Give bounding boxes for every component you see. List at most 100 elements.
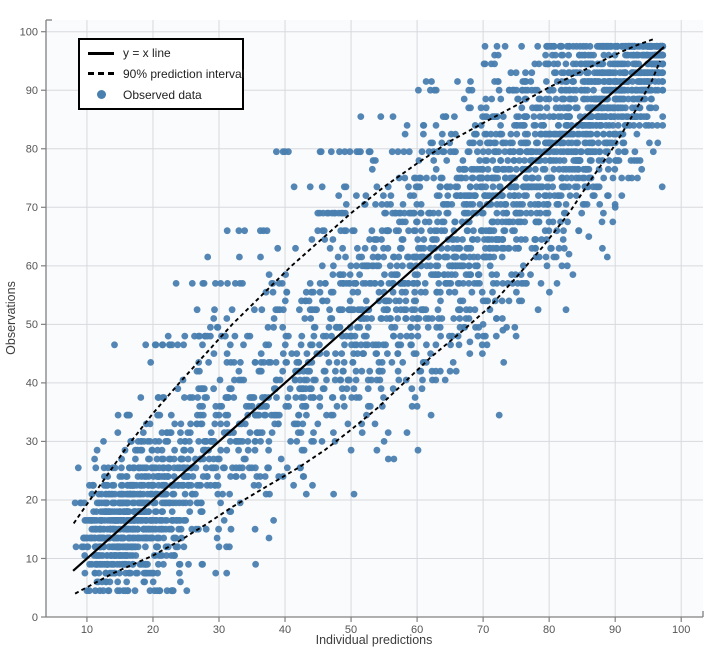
data-point [470,165,478,173]
data-point [357,148,364,156]
data-point [600,42,607,50]
data-point [265,438,273,445]
data-point [394,315,402,322]
data-point [568,174,575,182]
data-point [528,174,536,182]
data-point [408,402,416,410]
data-point [523,148,531,156]
data-point [162,525,170,533]
data-point [118,464,125,472]
data-point [433,323,441,331]
data-point [303,411,310,419]
data-point [474,262,481,270]
data-point [497,95,505,103]
data-point [488,271,496,278]
data-point [481,236,488,243]
data-point [314,209,322,217]
data-point [522,69,529,77]
data-point [614,104,621,112]
data-point [479,209,487,217]
data-point [257,438,264,445]
data-point [500,359,508,366]
data-point [80,534,87,542]
data-point [244,332,251,340]
data-point [466,338,474,346]
data-point [582,130,590,138]
data-point [205,359,213,366]
data-point [239,464,246,472]
data-point [159,481,167,489]
data-point [297,429,305,436]
data-point [134,473,142,480]
data-point [226,543,233,551]
identity-line [72,46,665,572]
data-point [337,227,345,235]
data-point [646,42,653,50]
data-point [523,113,530,120]
data-point [346,271,354,278]
data-point [533,209,541,217]
data-point [307,341,314,349]
data-point [373,376,381,384]
data-point [163,429,171,436]
data-point [341,341,348,349]
data-point [590,51,597,59]
data-point [180,543,188,551]
data-point [180,446,188,454]
data-point [428,367,436,375]
data-point [235,446,243,454]
data-point [403,332,411,340]
data-point [573,104,581,112]
data-point [602,148,610,156]
data-point [249,394,256,401]
legend-label: 90% prediction interval [123,66,245,81]
data-point [214,473,221,480]
data-point [447,280,455,287]
data-point [468,139,476,147]
data-point [183,587,191,595]
data-point [332,367,339,375]
data-point [285,402,292,410]
data-point [523,174,530,182]
data-point [413,218,420,226]
y-tick-label: 70 [26,202,38,214]
data-point [100,438,107,445]
data-point [227,385,235,393]
data-point [635,78,643,85]
data-point [227,359,235,366]
data-point [467,244,475,252]
data-point [295,411,303,419]
data-point [441,227,449,235]
data-point [517,139,525,147]
y-tick-label: 80 [26,144,38,156]
data-point [451,113,458,120]
data-point [559,236,567,243]
data-point [509,139,516,147]
data-point [162,543,170,551]
data-point [168,525,175,533]
data-point [507,130,515,138]
data-point [142,543,149,551]
data-point [340,402,348,410]
data-point [350,490,358,498]
data-point [152,525,160,533]
data-point [320,227,328,235]
data-point [356,323,364,331]
data-point [527,271,534,278]
data-point [153,455,161,463]
data-point [484,139,492,147]
data-point [413,253,421,261]
data-point [234,438,241,445]
data-point [584,86,591,94]
data-point [570,130,577,138]
data-point [312,376,319,384]
data-point [522,139,530,147]
data-point [534,42,542,50]
data-point [542,51,549,59]
data-point [362,192,370,200]
data-point [103,552,111,559]
data-point [652,104,660,112]
data-point [426,244,434,252]
data-point [104,473,112,480]
data-point [224,411,232,419]
